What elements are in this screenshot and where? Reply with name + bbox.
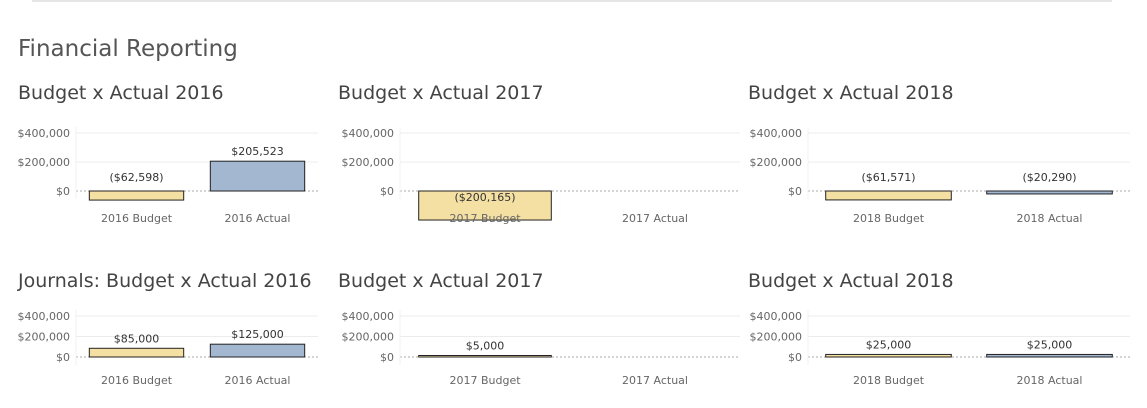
x-category-label: 2018 Actual — [1017, 212, 1083, 225]
data-label: ($61,571) — [861, 171, 915, 184]
bar-chart: $400,000 $200,000 $0 $85,000 2016 Budget $125… — [18, 310, 318, 387]
bar-2018-budget[interactable] — [825, 353, 952, 358]
bar-2016-actual[interactable] — [209, 160, 306, 192]
data-label: $25,000 — [866, 338, 912, 351]
y-tick-label: $0 — [380, 185, 394, 198]
chart-title: Budget x Actual 2017 — [338, 82, 544, 104]
y-tick-label: $400,000 — [750, 310, 803, 323]
y-tick-label: $200,000 — [18, 331, 71, 344]
data-label: ($200,165) — [454, 191, 515, 204]
data-label: ($62,598) — [109, 171, 163, 184]
x-category-label: 2017 Budget — [449, 374, 521, 387]
chart-title: Budget x Actual 2018 — [748, 82, 954, 104]
data-label: $125,000 — [231, 328, 284, 341]
x-category-label: 2016 Budget — [101, 212, 173, 225]
y-tick-label: $0 — [56, 185, 70, 198]
bar-2017-budget[interactable] — [418, 190, 552, 221]
data-label: $85,000 — [114, 332, 160, 345]
bar-2017-budget[interactable] — [418, 355, 552, 358]
chart-title: Budget x Actual 2017 — [338, 270, 544, 292]
y-tick-label: $400,000 — [342, 127, 395, 140]
data-label: $25,000 — [1027, 338, 1073, 351]
y-tick-label: $0 — [788, 351, 802, 364]
y-tick-label: $200,000 — [750, 331, 803, 344]
y-tick-label: $200,000 — [750, 156, 803, 169]
chart-title: Journals: Budget x Actual 2016 — [18, 270, 312, 292]
bar-chart: $400,000 $200,000 $0 $25,000 2018 Budget $25,… — [750, 310, 1130, 387]
x-category-label: 2018 Budget — [853, 374, 925, 387]
data-label: $5,000 — [466, 340, 505, 353]
data-label: $205,523 — [231, 145, 284, 158]
data-label: ($20,290) — [1022, 171, 1076, 184]
y-tick-label: $0 — [380, 351, 394, 364]
x-category-label: 2016 Actual — [225, 212, 291, 225]
x-category-label: 2016 Budget — [101, 374, 173, 387]
y-tick-label: $0 — [788, 185, 802, 198]
top-divider — [32, 0, 1112, 2]
bar-2018-actual[interactable] — [986, 190, 1113, 195]
x-category-label: 2017 Budget — [449, 212, 521, 225]
y-tick-label: $0 — [56, 351, 70, 364]
y-tick-label: $400,000 — [18, 127, 71, 140]
bar-chart: $400,000 $200,000 $0 ($200,165) 2017 Budget 2… — [342, 127, 740, 225]
bar-2018-budget[interactable] — [825, 190, 952, 201]
bar-2016-budget[interactable] — [88, 347, 185, 358]
y-tick-label: $400,000 — [750, 127, 803, 140]
y-tick-label: $200,000 — [342, 156, 395, 169]
chart-title: Budget x Actual 2018 — [748, 270, 954, 292]
page-title: Financial Reporting — [18, 36, 238, 62]
x-category-label: 2016 Actual — [225, 374, 291, 387]
x-category-label: 2017 Actual — [622, 374, 688, 387]
bar-2016-budget[interactable] — [88, 190, 185, 201]
bar-chart: $400,000 $200,000 $0 ($62,598) 2016 Budget $2… — [18, 127, 318, 225]
y-tick-label: $400,000 — [18, 310, 71, 323]
x-category-label: 2018 Actual — [1017, 374, 1083, 387]
bar-2016-actual[interactable] — [209, 343, 306, 358]
bar-2018-actual[interactable] — [986, 353, 1113, 358]
x-category-label: 2017 Actual — [622, 212, 688, 225]
bar-chart: $400,000 $200,000 $0 ($61,571) 2018 Budget ($… — [750, 127, 1130, 225]
bar-chart: $400,000 $200,000 $0 $5,000 2017 Budget 2017 … — [342, 310, 740, 387]
x-category-label: 2018 Budget — [853, 212, 925, 225]
y-tick-label: $400,000 — [342, 310, 395, 323]
y-tick-label: $200,000 — [342, 331, 395, 344]
y-tick-label: $200,000 — [18, 156, 71, 169]
chart-title: Budget x Actual 2016 — [18, 82, 224, 104]
